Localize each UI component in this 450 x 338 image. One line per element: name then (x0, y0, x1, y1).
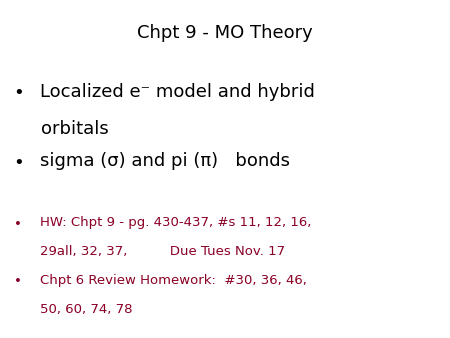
Text: 29all, 32, 37,          Due Tues Nov. 17: 29all, 32, 37, Due Tues Nov. 17 (40, 245, 286, 258)
Text: •: • (14, 154, 24, 172)
Text: Chpt 9 - MO Theory: Chpt 9 - MO Theory (137, 24, 313, 42)
Text: •: • (14, 218, 22, 231)
Text: HW: Chpt 9 - pg. 430-437, #s 11, 12, 16,: HW: Chpt 9 - pg. 430-437, #s 11, 12, 16, (40, 216, 312, 229)
Text: orbitals: orbitals (40, 120, 108, 138)
Text: Chpt 6 Review Homework:  #30, 36, 46,: Chpt 6 Review Homework: #30, 36, 46, (40, 274, 307, 287)
Text: Localized e⁻ model and hybrid: Localized e⁻ model and hybrid (40, 83, 315, 101)
Text: sigma (σ) and pi (π)   bonds: sigma (σ) and pi (π) bonds (40, 152, 291, 170)
Text: 50, 60, 74, 78: 50, 60, 74, 78 (40, 303, 133, 315)
Text: •: • (14, 275, 22, 288)
Text: •: • (14, 84, 24, 102)
